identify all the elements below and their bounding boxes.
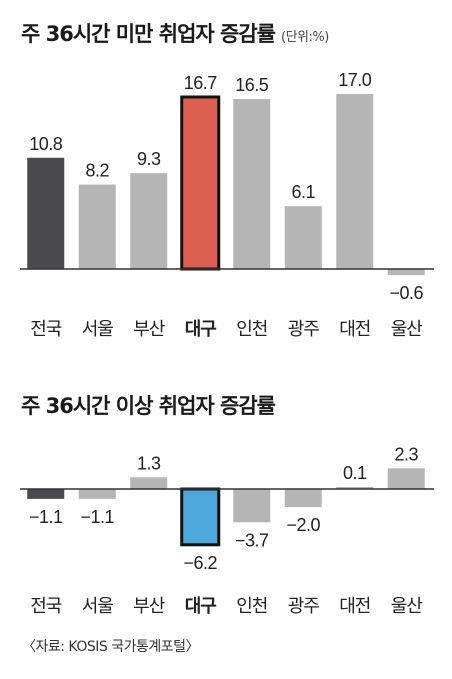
value-label-대전: 17.0 xyxy=(338,70,372,90)
chart2-title: 주 36시간 이상 취업자 증감률 xyxy=(21,394,276,418)
value-label-대구: 16.7 xyxy=(184,73,218,93)
category-label-광주: 광주 xyxy=(288,596,320,617)
bar-전국 xyxy=(27,157,65,269)
chart1-title-text: 주 36시간 미만 취업자 증감률 xyxy=(21,22,276,46)
bar-대구 xyxy=(180,95,221,271)
bar-부산 xyxy=(130,173,168,269)
category-label-대전: 대전 xyxy=(339,319,370,340)
chart1-title: 주 36시간 미만 취업자 증감률 (단위:%) xyxy=(21,18,329,48)
category-label-광주: 광주 xyxy=(288,319,320,340)
bar-인천 xyxy=(233,489,271,523)
value-label-인천: −3.7 xyxy=(235,530,269,550)
value-label-부산: 1.3 xyxy=(137,453,161,473)
bar-울산 xyxy=(387,468,425,489)
source-note: 〈자료: KOSIS 국가통계포털〉 xyxy=(22,639,200,655)
value-label-대전: 0.1 xyxy=(343,463,367,483)
category-label-울산: 울산 xyxy=(391,596,423,617)
bar-대전 xyxy=(336,487,374,489)
bar-부산 xyxy=(130,477,168,489)
category-label-전국: 전국 xyxy=(30,319,62,340)
bar-서울 xyxy=(78,489,116,499)
category-label-인천: 인천 xyxy=(236,319,267,340)
value-label-울산: −0.6 xyxy=(389,283,423,303)
bar-울산 xyxy=(387,269,425,276)
bar-광주 xyxy=(284,489,322,507)
category-label-대구: 대구 xyxy=(185,596,217,617)
value-label-광주: −2.0 xyxy=(286,515,320,535)
category-label-서울: 서울 xyxy=(82,596,114,617)
category-label-부산: 부산 xyxy=(133,596,165,617)
category-label-부산: 부산 xyxy=(133,319,165,340)
bar-대전 xyxy=(336,93,374,270)
bar-광주 xyxy=(284,206,322,269)
category-label-인천: 인천 xyxy=(236,596,267,617)
bar-서울 xyxy=(78,184,116,269)
value-label-서울: 8.2 xyxy=(85,161,109,181)
value-label-부산: 9.3 xyxy=(137,149,161,169)
value-label-인천: 16.5 xyxy=(235,75,269,95)
bar-대구 xyxy=(180,487,221,547)
value-label-광주: 6.1 xyxy=(291,182,315,202)
category-label-대구: 대구 xyxy=(185,319,217,340)
chart1-svg: 10.8 전국 8.2 서울 9.3 부산 16.7 대구 16.5 인천 6.1 광주 17.0 대전−… xyxy=(20,70,434,340)
chart2-svg: −1.1 전국 −1.1 서울 1.3 부산 −6.2 대구 −3.7 인천 −2.0 광주 0.1 대전… xyxy=(20,444,434,617)
value-label-서울: −1.1 xyxy=(80,507,114,527)
bar-인천 xyxy=(233,99,271,269)
category-label-전국: 전국 xyxy=(30,596,62,617)
category-label-대전: 대전 xyxy=(339,596,370,617)
value-label-전국: −1.1 xyxy=(29,507,63,527)
value-label-대구: −6.2 xyxy=(183,553,217,573)
bar-전국 xyxy=(27,489,65,499)
value-label-전국: 10.8 xyxy=(29,134,63,154)
category-label-울산: 울산 xyxy=(391,319,423,340)
chart1-unit: (단위:%) xyxy=(281,30,329,45)
value-label-울산: 2.3 xyxy=(394,444,418,464)
category-label-서울: 서울 xyxy=(82,319,114,340)
